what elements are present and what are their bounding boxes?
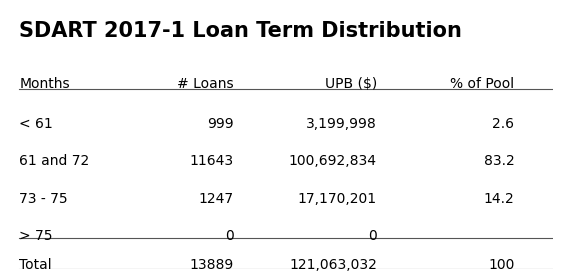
Text: Total: Total [19,258,52,272]
Text: 11643: 11643 [190,154,234,168]
Text: % of Pool: % of Pool [450,77,514,91]
Text: 13889: 13889 [190,258,234,272]
Text: 999: 999 [207,117,234,131]
Text: SDART 2017-1 Loan Term Distribution: SDART 2017-1 Loan Term Distribution [19,21,462,41]
Text: 17,170,201: 17,170,201 [298,192,377,206]
Text: 100,692,834: 100,692,834 [289,154,377,168]
Text: Months: Months [19,77,70,91]
Text: UPB ($): UPB ($) [324,77,377,91]
Text: 14.2: 14.2 [483,192,514,206]
Text: 121,063,032: 121,063,032 [289,258,377,272]
Text: 2.6: 2.6 [492,117,514,131]
Text: 83.2: 83.2 [483,154,514,168]
Text: 0: 0 [368,229,377,243]
Text: 3,199,998: 3,199,998 [306,117,377,131]
Text: 73 - 75: 73 - 75 [19,192,68,206]
Text: 100: 100 [488,258,514,272]
Text: 61 and 72: 61 and 72 [19,154,89,168]
Text: # Loans: # Loans [177,77,234,91]
Text: 0: 0 [225,229,234,243]
Text: 1247: 1247 [199,192,234,206]
Text: < 61: < 61 [19,117,53,131]
Text: > 75: > 75 [19,229,53,243]
